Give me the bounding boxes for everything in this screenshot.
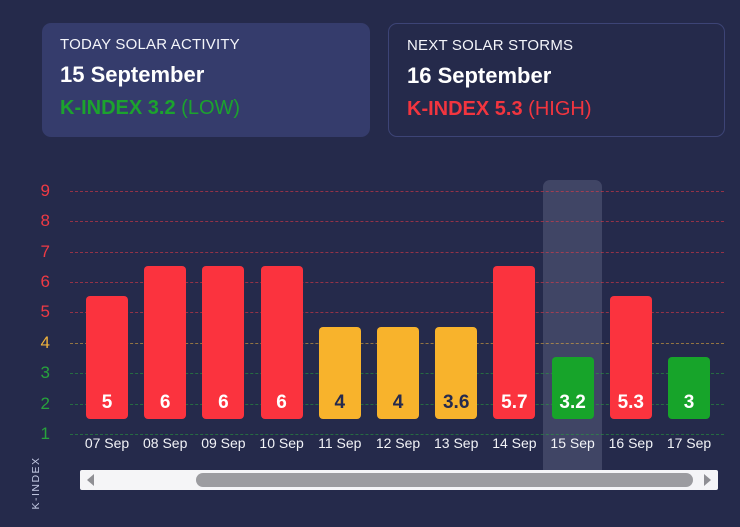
bar-17-sep: 3 — [668, 357, 710, 419]
horizontal-scrollbar-track[interactable] — [80, 470, 718, 490]
next-solar-storms-card: NEXT SOLAR STORMS 16 September K-INDEX 5… — [388, 23, 725, 137]
bar-10-sep: 6 — [260, 265, 303, 419]
bar-value-label: 6 — [159, 392, 171, 413]
bar-11-sep: 4 — [318, 326, 361, 419]
x-tick-label-07-sep: 07 Sep — [84, 435, 130, 451]
today-solar-activity-card: TODAY SOLAR ACTIVITY 15 September K-INDE… — [42, 23, 370, 137]
bar-16-sep: 5.3 — [609, 296, 652, 419]
today-kindex-number: K-INDEX 3.2 — [60, 97, 176, 119]
x-tick-label-13-sep: 13 Sep — [434, 435, 479, 451]
bar-value-label: 4 — [334, 392, 346, 413]
y-tick-label-6: 6 — [40, 271, 50, 291]
bar-value-label: 3 — [683, 392, 695, 413]
y-tick-label-9: 9 — [40, 180, 50, 200]
x-tick-label-12-sep: 12 Sep — [375, 435, 421, 451]
y-tick-label-4: 4 — [40, 332, 50, 352]
gridline-7 — [70, 251, 724, 253]
gridline-1 — [70, 433, 724, 435]
today-card-date: 15 September — [60, 62, 205, 87]
bar-07-sep: 5 — [86, 296, 128, 419]
bar-08-sep: 6 — [144, 265, 187, 419]
y-tick-label-5: 5 — [40, 302, 50, 322]
highlight-band-15-sep — [543, 180, 603, 470]
gridline-9 — [70, 190, 724, 192]
bar-value-label: 3.2 — [559, 392, 586, 413]
y-tick-label-2: 2 — [40, 393, 50, 413]
summary-cards: TODAY SOLAR ACTIVITY 15 September K-INDE… — [42, 23, 725, 137]
x-tick-label-17-sep: 17 Sep — [666, 435, 712, 451]
bar-value-label: 6 — [218, 392, 229, 413]
y-tick-label-8: 8 — [40, 211, 50, 231]
x-tick-label-10-sep: 10 Sep — [259, 435, 304, 451]
bar-15-sep: 3.2 — [551, 357, 594, 419]
y-axis-title: K-INDEX — [30, 456, 42, 510]
x-tick-label-08-sep: 08 Sep — [143, 435, 188, 451]
bar-09-sep: 6 — [202, 265, 245, 419]
y-tick-label-7: 7 — [40, 241, 50, 261]
today-card-title: TODAY SOLAR ACTIVITY — [60, 36, 240, 53]
today-kindex-value: K-INDEX 3.2 (LOW) — [60, 97, 352, 120]
y-tick-label-1: 1 — [40, 423, 50, 443]
x-tick-label-09-sep: 09 Sep — [201, 435, 246, 451]
next-card-title: NEXT SOLAR STORMS — [407, 37, 574, 54]
bar-value-label: 5.7 — [501, 392, 528, 413]
x-tick-label-16-sep: 16 Sep — [608, 435, 653, 451]
scroll-left-arrow-icon[interactable] — [87, 474, 94, 486]
today-kindex-level: (LOW) — [181, 97, 241, 119]
gridline-6 — [70, 281, 724, 283]
scroll-right-arrow-icon[interactable] — [704, 474, 711, 486]
scrollbar-thumb[interactable] — [196, 473, 693, 487]
x-tick-label-15-sep: 15 Sep — [550, 435, 595, 451]
bar-12-sep: 4 — [377, 326, 419, 419]
next-kindex-level: (HIGH) — [528, 98, 592, 120]
x-tick-label-11-sep: 11 Sep — [318, 435, 362, 451]
bar-value-label: 5 — [101, 392, 113, 413]
bar-13-sep: 3.6 — [435, 326, 478, 419]
bar-14-sep: 5.7 — [493, 265, 536, 419]
y-tick-label-3: 3 — [40, 363, 50, 383]
bar-value-label: 3.6 — [442, 392, 470, 413]
bar-value-label: 6 — [276, 392, 287, 413]
bar-value-label: 5.3 — [617, 392, 644, 413]
x-tick-label-14-sep: 14 Sep — [492, 435, 537, 451]
next-card-date: 16 September — [407, 63, 552, 88]
gridline-8 — [70, 221, 724, 223]
next-kindex-value: K-INDEX 5.3 (HIGH) — [407, 98, 706, 121]
gridline-5 — [70, 312, 724, 314]
next-kindex-number: K-INDEX 5.3 — [407, 98, 523, 120]
bar-value-label: 4 — [392, 392, 404, 413]
